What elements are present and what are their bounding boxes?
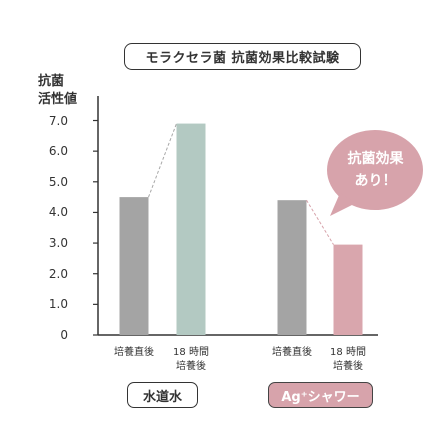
bar-3 (333, 244, 363, 335)
y-tick-label-7: 7.0 (48, 113, 68, 128)
y-tick-label-5: 5.0 (48, 174, 68, 189)
callout-bubble (327, 130, 423, 216)
y-tick-label-1: 1.0 (48, 297, 68, 312)
plot-area (93, 96, 423, 336)
bar-series (119, 123, 363, 335)
y-tick-label-4: 4.0 (48, 205, 68, 220)
connector-line-1 (306, 199, 334, 245)
callout-bubble-tail (330, 193, 356, 216)
trend-connectors (148, 123, 334, 245)
y-ticks (93, 119, 98, 336)
group-label-ag-shower: Ag⁺シャワー (268, 382, 373, 408)
y-axis-label: 抗菌 活性値 (38, 74, 78, 107)
bar-1 (176, 123, 206, 335)
y-tick-label-0: 0 (60, 328, 68, 342)
category-label-2: 培養直後 (272, 347, 312, 358)
y-tick-label-6: 6.0 (48, 144, 68, 159)
y-tick-label-3: 3.0 (48, 236, 68, 251)
bar-2 (277, 200, 307, 335)
callout-text: 抗菌効果 あり！ (347, 151, 404, 189)
category-label-3: 18 時間 培養後 (330, 347, 366, 372)
category-label-0: 培養直後 (114, 347, 154, 358)
y-tick-label-2: 2.0 (48, 266, 68, 281)
connector-line-0 (148, 123, 177, 198)
group-label-tap-water: 水道水 (127, 382, 198, 408)
callout-bubble-body (327, 130, 423, 210)
bar-0 (119, 197, 149, 335)
category-label-1: 18 時間 培養後 (173, 347, 209, 372)
chart-title: モラクセラ菌 抗菌効果比較試験 (124, 43, 361, 70)
